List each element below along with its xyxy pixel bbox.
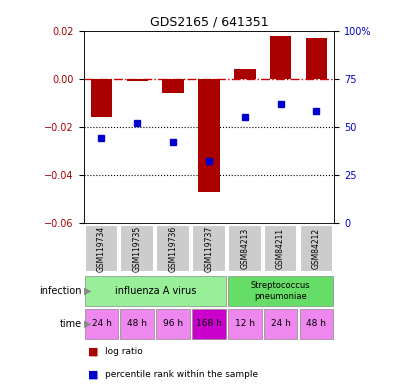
Text: time: time: [59, 318, 82, 329]
Bar: [85, 225, 118, 273]
Bar: [91, 79, 112, 117]
Text: Streptococcus
pneumoniae: Streptococcus pneumoniae: [251, 281, 310, 301]
Bar: [192, 225, 226, 273]
Text: GSM84212: GSM84212: [312, 228, 321, 269]
Text: log ratio: log ratio: [105, 347, 143, 356]
Title: GDS2165 / 641351: GDS2165 / 641351: [150, 15, 268, 28]
Text: 12 h: 12 h: [235, 319, 255, 328]
Text: 96 h: 96 h: [163, 319, 183, 328]
Bar: [234, 69, 256, 79]
Text: 168 h: 168 h: [196, 319, 222, 328]
Bar: [198, 79, 220, 192]
Bar: [228, 225, 261, 273]
Text: influenza A virus: influenza A virus: [115, 286, 196, 296]
Bar: [162, 79, 184, 93]
Text: GSM119734: GSM119734: [97, 225, 106, 272]
Bar: [156, 225, 190, 273]
Text: infection: infection: [39, 286, 82, 296]
Bar: [306, 38, 327, 79]
Bar: [300, 225, 333, 273]
Bar: [192, 308, 226, 339]
Bar: [228, 308, 261, 339]
Bar: [264, 225, 297, 273]
Bar: [121, 308, 154, 339]
Text: GSM84211: GSM84211: [276, 228, 285, 269]
Text: GSM119735: GSM119735: [133, 225, 142, 272]
Bar: [264, 308, 297, 339]
Text: 24 h: 24 h: [92, 319, 111, 328]
Text: ▶: ▶: [84, 318, 92, 329]
Text: GSM84213: GSM84213: [240, 228, 249, 269]
Bar: [127, 79, 148, 81]
Bar: [85, 308, 118, 339]
Bar: [85, 276, 226, 306]
Text: ▶: ▶: [84, 286, 92, 296]
Text: 48 h: 48 h: [306, 319, 326, 328]
Bar: [156, 308, 190, 339]
Bar: [270, 36, 291, 79]
Text: ■: ■: [88, 346, 98, 356]
Bar: [121, 225, 154, 273]
Text: GSM119737: GSM119737: [205, 225, 213, 272]
Text: percentile rank within the sample: percentile rank within the sample: [105, 370, 259, 379]
Text: GSM119736: GSM119736: [169, 225, 178, 272]
Text: 24 h: 24 h: [271, 319, 291, 328]
Bar: [228, 276, 333, 306]
Text: ■: ■: [88, 369, 98, 379]
Bar: [300, 308, 333, 339]
Text: 48 h: 48 h: [127, 319, 147, 328]
